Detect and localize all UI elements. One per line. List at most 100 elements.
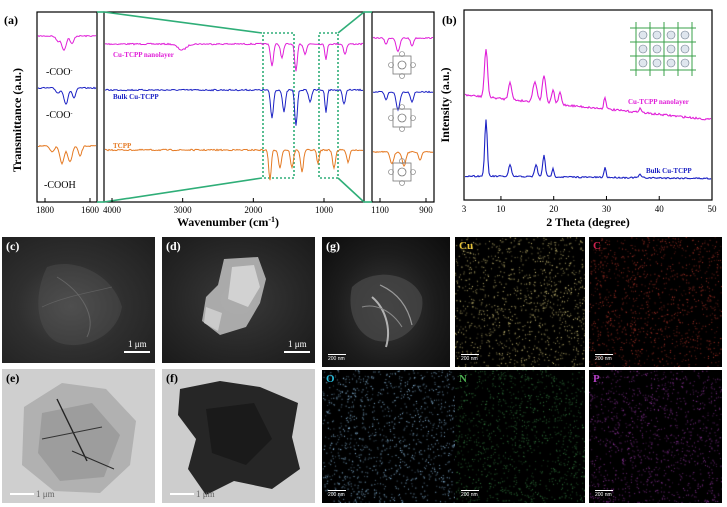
ftir-series-label: Bulk Cu-TCPP: [113, 93, 159, 101]
scale-bar-label: 200 nm: [595, 492, 612, 498]
ftir-y-axis-label: Transmittance (a.u.): [10, 68, 24, 172]
sem-image-d: (d) 1 μm: [162, 237, 315, 363]
eds-map-p: P 200 nm: [589, 370, 722, 503]
zoom-line: [103, 11, 263, 34]
ftir-main-curve: [104, 42, 364, 72]
eds-map-o: O 200 nm: [322, 370, 455, 503]
ftir-left-curve: [37, 34, 97, 52]
porphyrin-structure-icon: [388, 158, 416, 186]
eds-element-label: O: [326, 373, 335, 385]
scale-bar-label: 200 nm: [461, 356, 478, 362]
scale-bar: [595, 490, 613, 491]
group-label-cooh: -COOH: [44, 180, 76, 191]
nanosheet-texture: [38, 263, 122, 346]
ftir-tick-label: 1000: [315, 205, 334, 215]
highlight-box-fingerprint: [318, 32, 339, 179]
xrd-y-axis-label: Intensity (a.u.): [440, 67, 452, 142]
xrd-tick-label: 10: [496, 204, 506, 214]
nanosheet-haadf-texture: [350, 274, 423, 348]
haadf-image-g: (g) 200 nm: [322, 237, 450, 367]
eds-map-cu: Cu 200 nm: [455, 237, 585, 367]
xrd-curve-bulk: [464, 119, 712, 180]
ftir-tick-label: 2000: [244, 205, 263, 215]
eds-element-label: C: [593, 240, 601, 252]
ftir-main-curve: [104, 88, 364, 126]
ftir-right-curve: [373, 90, 434, 112]
panel-b-label: (b): [442, 13, 457, 27]
eds-element-label: Cu: [459, 240, 474, 252]
ftir-left-frame: [36, 11, 98, 203]
panel-g-label: (g): [326, 239, 340, 253]
panel-a-label: (a): [4, 13, 18, 27]
ftir-right-curve: [372, 150, 434, 167]
bulk-crystal-texture: [202, 257, 266, 335]
eds-dot-texture: [589, 237, 722, 367]
eds-dot-texture: [455, 237, 585, 367]
panel-d-label: (d): [166, 239, 181, 253]
xrd-series-label: Bulk Cu-TCPP: [646, 167, 692, 175]
ftir-right-frame: [371, 11, 435, 203]
xrd-tick-label: 40: [655, 204, 665, 214]
ftir-tick-label: 3000: [174, 205, 193, 215]
eds-element-label: P: [593, 373, 600, 385]
xrd-tick-label: 20: [549, 204, 559, 214]
scale-bar: [124, 351, 150, 353]
ftir-x-axis-label: Wavenumber (cm-1): [177, 215, 279, 230]
ftir-tick-label: 900: [419, 205, 433, 215]
scale-bar-label: 200 nm: [328, 356, 345, 362]
bulk-tem-texture: [178, 381, 300, 495]
ftir-series-label: TCPP: [113, 142, 132, 150]
scale-bar-label: 1 μm: [36, 489, 55, 499]
scale-bar: [461, 490, 479, 491]
ftir-tick-label: 1600: [81, 205, 100, 215]
scale-bar-label: 200 nm: [461, 492, 478, 498]
porphyrin-structure-icon: [388, 104, 416, 132]
tem-image-e: (e) 1 μm: [2, 369, 155, 503]
ftir-tick-label: 1100: [371, 205, 389, 215]
scale-bar-label: 1 μm: [128, 339, 147, 349]
scale-bar-label: 200 nm: [595, 356, 612, 362]
ftir-series-label: Cu-TCPP nanolayer: [113, 51, 174, 59]
scale-bar: [10, 493, 34, 495]
ftir-tick-label: 1800: [36, 205, 55, 215]
tem-image-f: (f) 1 μm: [162, 369, 315, 503]
xrd-tick-label: 3: [462, 204, 467, 214]
ftir-right-curve: [372, 36, 433, 53]
xrd-tick-label: 30: [602, 204, 612, 214]
scale-bar-label: 1 μm: [288, 339, 307, 349]
scale-bar: [170, 493, 194, 495]
lattice-structure-icon: [630, 22, 696, 76]
xrd-x-axis-label: 2 Theta (degree): [546, 215, 630, 229]
eds-dot-texture: [455, 370, 585, 503]
scale-bar: [461, 354, 479, 355]
panel-c-label: (c): [6, 239, 20, 253]
eds-element-label: N: [459, 373, 467, 385]
porphyrin-structure-icon: [388, 51, 416, 79]
xrd-curve-nanolayer: [464, 49, 712, 121]
eds-map-n: N 200 nm: [455, 370, 585, 503]
group-label-coo-bulk: -COO-: [46, 110, 72, 121]
eds-dot-texture: [589, 370, 722, 503]
scale-bar-label: 200 nm: [328, 492, 345, 498]
ftir-panel: (a) Transmittance (a.u.) Cu-TCPP nanolay…: [4, 11, 435, 230]
scale-bar: [328, 490, 346, 491]
ftir-left-curve: [38, 144, 97, 166]
zoom-line: [337, 177, 365, 203]
panel-f-label: (f): [166, 371, 178, 385]
scale-bar-label: 1 μm: [196, 489, 215, 499]
ftir-main-frame: [103, 11, 365, 203]
ftir-tick-label: 4000: [103, 205, 122, 215]
zoom-line: [103, 177, 263, 203]
nanosheet-tem-texture: [22, 383, 136, 493]
scale-bar: [284, 351, 310, 353]
eds-map-c: C 200 nm: [589, 237, 722, 367]
group-label-coo-nanolayer: -COO-: [46, 67, 72, 78]
xrd-series-label: Cu-TCPP nanolayer: [628, 98, 689, 106]
eds-dot-texture: [322, 370, 455, 503]
ftir-left-curve: [37, 86, 97, 105]
scale-bar: [595, 354, 613, 355]
xrd-tick-label: 50: [708, 204, 718, 214]
xrd-panel: (b) Intensity (a.u.) 3 10 20 30 40 50 Cu-TCPP…: [440, 9, 718, 229]
ftir-main-curve: [104, 148, 364, 181]
